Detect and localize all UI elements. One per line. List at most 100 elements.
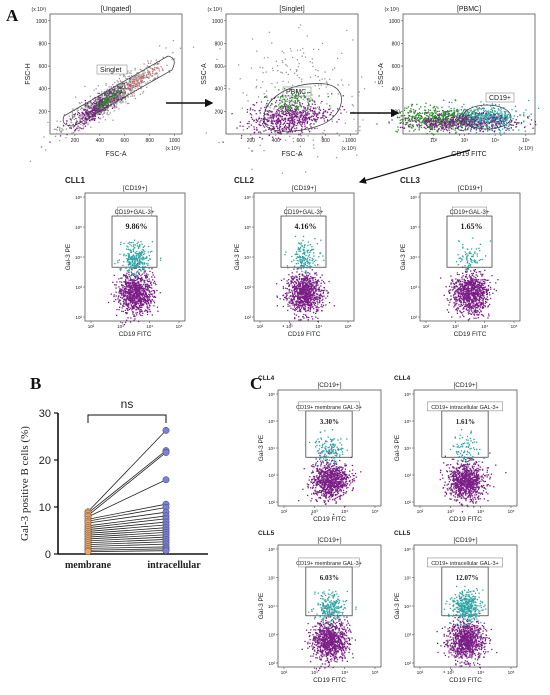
pair-line [87, 529, 167, 536]
x-tick-label: 10³ [447, 670, 454, 675]
x-tick-label: 10² [430, 138, 438, 144]
event-cloud-positive [308, 429, 348, 469]
y-tick-label: 10⁵ [75, 225, 82, 230]
gate-label: CD19+ membrane GAL-3+ [296, 405, 362, 411]
x-tick-label: 10² [281, 670, 288, 675]
plot-title: [CD19+] [123, 185, 147, 192]
y-axis-label: SSC-A [201, 63, 208, 85]
pair-line [87, 548, 167, 551]
x-tick-label: 1000 [345, 138, 356, 144]
y-tick-label: 10³ [268, 633, 275, 638]
y-tick-label: 10⁵ [404, 419, 411, 424]
event-cloud-positive [449, 429, 485, 464]
c-plot-3: CLL5 [CD19+] 10² 10³ 10⁴ 10⁵ 10² 10³ 10⁴ 10⁵ 10⁶ CD… [258, 530, 382, 684]
y-tick-label: 10² [404, 661, 411, 666]
x-axis-label: FSC-A [106, 151, 127, 158]
panel-label-a: A [6, 6, 19, 25]
x-tick-label: 10³ [447, 509, 454, 514]
y-axis-label: Gal-3 PE [65, 243, 72, 270]
x-tick-label: 10³ [311, 509, 318, 514]
pair-line [87, 536, 167, 542]
pair-line [87, 521, 167, 530]
x-tick-label: 10⁵ [508, 509, 515, 514]
plot-title: [CD19+] [458, 185, 482, 192]
intracellular-point [162, 426, 170, 434]
event-cloud-positive [284, 235, 325, 292]
x-tick-label: 10³ [311, 670, 318, 675]
x-tick-label: 10⁴ [341, 670, 348, 675]
x-tick-label: 10⁴ [481, 324, 488, 329]
y-tick-label: 10³ [404, 633, 411, 638]
y-tick-label: 10⁵ [410, 225, 417, 230]
y-tick-label: 10⁶ [404, 547, 411, 552]
gating-plot-1: [Ungated] 200 400 600 800 1000 200 400 600 800 100… [25, 6, 195, 162]
y-tick-label: 400 [39, 87, 48, 93]
y-tick-label: 10⁴ [404, 604, 411, 609]
percent-label: 12.07% [456, 574, 479, 582]
singlet-gate [62, 55, 175, 127]
y-exponent-label: (x 10³) [385, 7, 400, 13]
x-axis-label: CD19 FITC [288, 331, 321, 338]
event-cloud-negative [107, 258, 161, 326]
percent-label: 9.86% [126, 222, 148, 231]
gate-label: PBMC [286, 89, 306, 96]
category-label-membrane: membrane [65, 560, 112, 571]
y-tick-label: 10³ [244, 285, 251, 290]
x-tick-label: 10² [417, 670, 424, 675]
pair-line [87, 527, 167, 534]
x-tick-label: 400 [96, 138, 105, 144]
x-tick-label: 10² [417, 509, 424, 514]
gate-label-box [452, 206, 487, 217]
x-axis-label: FSC-A [282, 151, 303, 158]
panel-label-b: B [30, 374, 42, 393]
y-tick-label: 10² [404, 500, 411, 505]
sample-label: CLL1 [65, 176, 86, 185]
gate-label: CD19+ intracellular GAL-3+ [431, 405, 499, 411]
gate-label-box [286, 206, 321, 217]
x-tick-label: 800 [145, 138, 154, 144]
y-tick-label: 10 [39, 502, 51, 514]
gate-label-box [298, 557, 360, 568]
y-tick-label: 10⁴ [268, 446, 275, 451]
sample-label: CLL3 [400, 176, 421, 185]
x-tick-label: 600 [297, 138, 306, 144]
x-tick-label: 10⁵ [345, 324, 352, 329]
plot-title: [CD19+] [317, 382, 341, 389]
y-tick-label: 10⁶ [268, 547, 275, 552]
y-tick-label: 10² [75, 315, 82, 320]
x-tick-label: 10² [423, 324, 430, 329]
event-cloud-negative [440, 266, 499, 321]
paired-chart: 0 10 20 30 Gal-3 positive B cells (%) membran… [19, 397, 208, 571]
y-tick-label: 10³ [268, 473, 275, 478]
gate-label: CD19+ membrane GAL-3+ [296, 561, 362, 567]
arrow-pbmc-to-cll [358, 149, 471, 184]
gating-plot-2: [Singlet] 200 400 600 800 1000 200 400 600 800 100… [201, 6, 383, 174]
cll-plot-1: CLL1 [CD19+] 10² 10³ 10⁴ 10⁵ 10² 10³ 10⁴ 10⁵ 10⁶ CD… [65, 176, 186, 338]
x-tick-label: 10² [257, 324, 264, 329]
pair-line [87, 479, 167, 518]
sample-label: CLL5 [258, 530, 275, 537]
y-tick-label: 10² [244, 315, 251, 320]
y-tick-label: 600 [215, 64, 224, 70]
pair-line [87, 450, 167, 514]
gate-label-box [427, 401, 503, 412]
plot-frame [225, 13, 359, 135]
x-axis-label: CD19 FITC [313, 516, 346, 523]
percent-label: 6.03% [320, 574, 339, 582]
y-tick-label: 10⁵ [404, 576, 411, 581]
sample-label: CLL4 [258, 375, 275, 382]
y-axis-label: Gal-3 PE [394, 434, 401, 461]
x-axis-label: CD19 FITC [449, 677, 482, 684]
y-tick-label: 10² [268, 661, 275, 666]
gate-label: CD19+ [489, 95, 511, 102]
x-exponent-label: (x 10³) [519, 146, 534, 152]
y-tick-label: 10² [268, 500, 275, 505]
event-cloud-positive [114, 239, 162, 284]
y-axis-label: Gal-3 PE [258, 592, 265, 619]
event-cloud-green [260, 88, 329, 125]
pair-line [87, 503, 167, 520]
y-tick-label: 200 [39, 109, 48, 115]
x-tick-label: 10⁵ [508, 670, 515, 675]
y-tick-label: 10⁴ [244, 255, 251, 260]
cd19-gate [462, 104, 512, 130]
